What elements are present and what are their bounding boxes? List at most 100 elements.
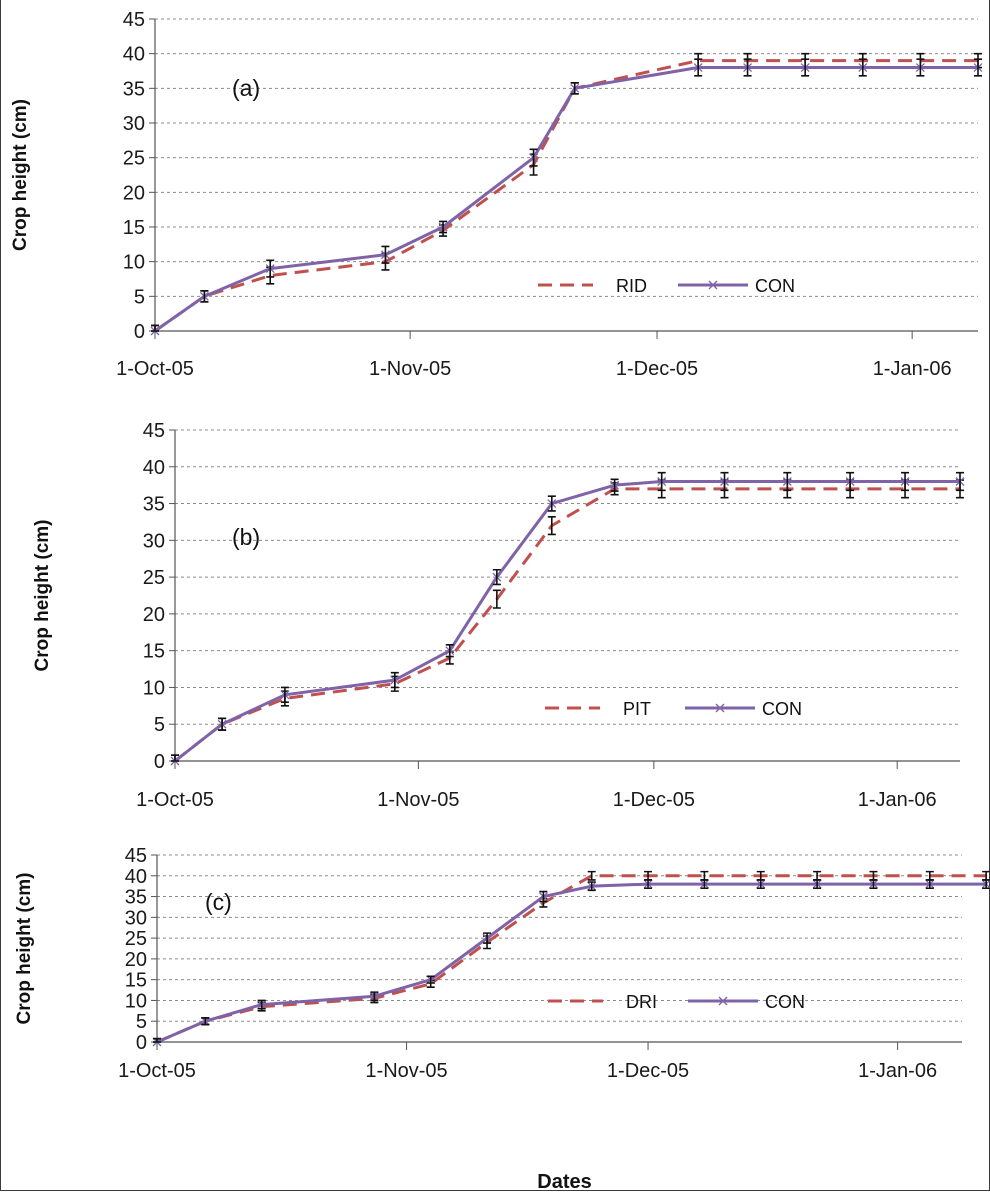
error-bar <box>151 324 159 332</box>
error-bar <box>657 471 666 492</box>
legend-label-con: CON <box>755 276 795 296</box>
series-con <box>152 879 990 1047</box>
x-tick-label: 1-Dec-05 <box>616 358 698 380</box>
series-line-con <box>154 66 978 333</box>
legend-label-con: CON <box>762 699 802 719</box>
y-tick-label: 40 <box>123 44 145 66</box>
y-tick-label: 30 <box>143 530 165 552</box>
error-bar <box>370 991 379 1002</box>
error-bar <box>547 515 556 536</box>
error-bar <box>610 478 619 492</box>
y-tick-label: 15 <box>143 641 165 663</box>
error-bar <box>539 890 548 903</box>
error-bar <box>858 58 867 77</box>
error-bar <box>587 870 596 881</box>
error-bar <box>280 686 289 703</box>
error-bar <box>925 879 934 890</box>
chart-panel-1: 0 5 10 15 20 25 30 35 40 45 1-Oct-05 1-Nov-05 1-Dec-… <box>10 9 983 380</box>
panel-label: (b) <box>232 524 260 550</box>
error-bar <box>783 471 792 492</box>
error-bar <box>171 754 179 762</box>
series-dri <box>153 870 990 1044</box>
x-tick-label: 1-Jan-06 <box>858 1060 937 1082</box>
error-bar <box>153 1037 161 1043</box>
y-axis-title: Crop height (cm) <box>32 520 53 672</box>
y-tick-label: 25 <box>125 928 147 950</box>
y-tick-label: 0 <box>154 751 165 773</box>
y-axis-title: Crop height (cm) <box>10 99 31 251</box>
y-tick-label: 0 <box>134 321 145 343</box>
error-bar <box>570 81 579 95</box>
series-line-con <box>174 479 960 763</box>
legend-marker-con <box>715 703 725 713</box>
x-tick-label: 1-Oct-05 <box>116 358 194 380</box>
y-axis-title: Crop height (cm) <box>14 873 35 1025</box>
error-bar <box>201 1017 210 1026</box>
error-bar <box>483 932 492 944</box>
error-bar <box>869 879 878 890</box>
x-tick-label: 1-Jan-06 <box>873 358 952 380</box>
error-bar <box>700 870 709 881</box>
series-rid <box>151 52 982 333</box>
y-tick-label: 45 <box>143 420 165 442</box>
x-tick-label: 1-Nov-05 <box>377 789 459 811</box>
y-tick-label: 5 <box>134 286 145 308</box>
chart-legend: RID CON <box>538 276 795 296</box>
error-bar <box>381 245 390 264</box>
x-axis-title: Dates <box>537 1171 591 1192</box>
chart-legend: DRI CON <box>548 992 805 1012</box>
y-tick-label: 10 <box>143 677 165 699</box>
y-tick-label: 40 <box>125 866 147 888</box>
y-tick-label: 35 <box>143 494 165 516</box>
legend-label-dri: DRI <box>626 992 657 1012</box>
error-bar <box>426 975 435 984</box>
error-bar <box>547 495 556 512</box>
error-bar <box>694 58 703 77</box>
error-bar <box>218 717 227 731</box>
y-tick-label: 15 <box>125 970 147 992</box>
error-bar <box>743 58 752 77</box>
panel-label: (c) <box>205 889 232 915</box>
y-tick-label: 35 <box>123 78 145 100</box>
legend-marker-con <box>708 280 718 290</box>
y-tick-label: 15 <box>123 217 145 239</box>
y-tick-label: 5 <box>154 714 165 736</box>
error-bar <box>445 643 454 658</box>
error-bar <box>492 589 501 609</box>
error-bar <box>956 471 964 492</box>
y-tick-label: 25 <box>143 567 165 589</box>
error-bar <box>720 471 729 492</box>
error-bar <box>390 671 399 689</box>
series-line-dri <box>156 874 987 1044</box>
y-tick-label: 35 <box>125 887 147 909</box>
error-bar <box>266 259 275 278</box>
x-tick-label: 1-Dec-05 <box>613 789 695 811</box>
chart-panel-2: 0 5 10 15 20 25 30 35 40 45 1-Oct-05 1-Nov-05 1-Dec-… <box>32 420 965 811</box>
y-tick-label: 30 <box>123 113 145 135</box>
error-bar <box>257 999 266 1010</box>
error-bar <box>801 58 810 77</box>
chart-legend: PIT CON <box>545 699 802 719</box>
series-line-con <box>156 882 987 1044</box>
x-tick-label: 1-Nov-05 <box>365 1060 447 1082</box>
legend-label-rid: RID <box>616 276 647 296</box>
y-tick-label: 25 <box>123 148 145 170</box>
series-line-pit <box>174 487 960 763</box>
y-tick-label: 20 <box>143 604 165 626</box>
error-bar <box>901 471 910 492</box>
y-tick-label: 45 <box>123 9 145 31</box>
x-tick-label: 1-Nov-05 <box>369 358 451 380</box>
y-tick-label: 45 <box>125 845 147 867</box>
error-bar <box>439 220 448 234</box>
legend-label-pit: PIT <box>623 699 651 719</box>
error-bar <box>974 58 982 77</box>
error-bar <box>700 879 709 890</box>
legend-marker-con <box>718 996 728 1006</box>
y-tick-label: 5 <box>136 1011 147 1033</box>
panel-label: (a) <box>232 75 260 101</box>
y-tick-label: 0 <box>136 1032 147 1054</box>
error-bar <box>813 879 822 890</box>
x-tick-label: 1-Oct-05 <box>118 1060 196 1082</box>
